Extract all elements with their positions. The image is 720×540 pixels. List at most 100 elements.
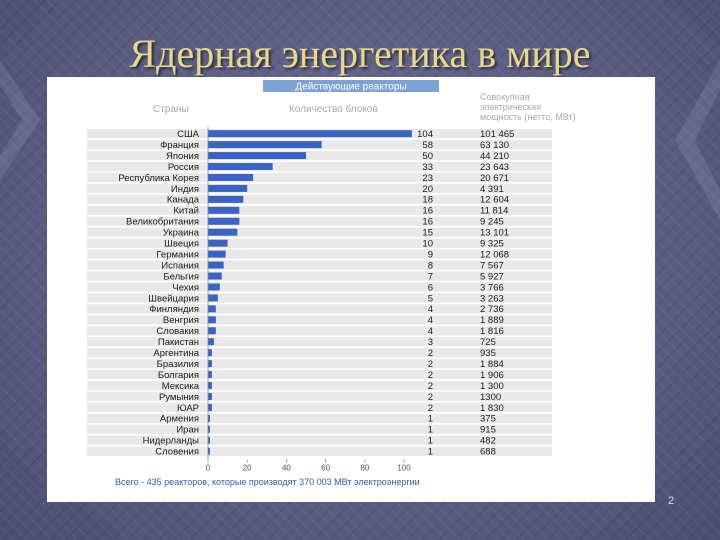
units-value: 4 [428,315,433,326]
table-row [87,380,552,391]
x-tick-label: 60 [321,464,330,473]
bar [208,130,412,138]
units-value: 16 [422,217,433,228]
table-row [87,337,552,347]
bar [208,195,244,203]
table-row [87,293,552,303]
table-row [87,183,552,194]
country-label: Пакистан [158,337,199,348]
units-value: 3 [428,337,433,348]
capacity-value: 915 [480,425,496,436]
bar [208,283,220,291]
country-label: Нидерланды [143,436,200,447]
capacity-value: 3 766 [480,282,504,293]
page-title: Ядерная энергетика в мире [129,31,591,76]
units-value: 2 [428,359,433,370]
bar [208,436,210,444]
units-value: 104 [417,129,433,140]
country-label: США [177,129,200,140]
bar [208,327,216,335]
bar [208,173,254,181]
capacity-value: 3 263 [480,293,504,304]
right-arrow-decoration [675,60,720,220]
country-label: Республика Корея [118,173,199,184]
country-label: ЮАР [177,403,199,414]
units-value: 4 [428,304,433,315]
capacity-value: 4 391 [480,184,504,195]
x-tick-label: 0 [206,464,211,473]
units-value: 8 [428,260,433,271]
capacity-value: 11 814 [480,206,508,217]
units-value: 50 [422,151,433,162]
country-label: Украина [163,228,200,239]
banner-text: Действующие реакторы [295,82,406,93]
bar [208,228,238,236]
country-label: Швейцария [148,293,199,304]
table-row [87,172,552,183]
capacity-value: 1 300 [480,381,504,392]
bar [208,316,216,324]
x-tick-label: 80 [360,464,369,473]
country-label: Россия [168,162,199,173]
header-capacity: Совокупная электрическая мощность (нетто… [480,92,576,122]
capacity-value: 1300 [480,392,501,403]
left-arrow-decoration [0,60,40,180]
units-value: 16 [422,206,433,217]
units-value: 5 [428,293,433,304]
country-label: Индия [171,184,199,195]
country-label: Словакия [156,326,199,337]
table-row [87,238,552,248]
bar [208,206,240,214]
bar [208,403,212,411]
table-row [87,216,552,226]
table-row [87,194,552,205]
capacity-value: 12 604 [480,195,509,206]
bar [208,152,306,160]
country-label: Болгария [158,370,199,381]
country-label: Бразилия [157,359,199,370]
header-capacity-line-3: мощность (нетто, МВт) [480,112,576,122]
country-label: Швеция [164,239,199,250]
units-value: 2 [428,348,433,359]
capacity-value: 688 [480,447,496,458]
table-row [87,402,552,413]
capacity-value: 9 325 [480,239,504,250]
capacity-value: 375 [480,414,496,425]
units-value: 58 [422,140,433,151]
units-value: 4 [428,326,433,337]
country-label: Мексика [162,381,200,392]
capacity-value: 13 101 [480,228,509,239]
country-label: Финляндия [149,304,199,315]
units-value: 9 [428,249,433,260]
units-value: 6 [428,282,433,293]
bar [208,360,212,368]
footer-summary: Всего - 435 реакторов, которые производя… [115,477,420,487]
table-row [87,348,552,358]
header-countries: Страны [153,104,189,115]
table-slide: Действующие реакторы Страны Количество б… [47,77,655,502]
table-row [87,150,552,161]
banner-background [263,80,439,92]
page-number: 2 [668,495,675,507]
capacity-value: 1 889 [480,315,504,326]
capacity-value: 12 068 [480,249,509,260]
country-label: Чехия [172,282,199,293]
country-label: Бельгия [163,271,199,282]
header-units: Количество блоков [289,103,378,115]
country-label: Япония [166,151,199,162]
units-value: 18 [422,195,433,206]
table-row [87,424,552,434]
country-label: Испания [161,260,199,271]
country-label: Германия [156,249,199,260]
units-value: 1 [428,447,433,458]
bar [208,349,212,357]
units-value: 1 [428,414,433,425]
capacity-value: 1 884 [480,359,504,370]
units-value: 2 [428,392,433,403]
bar [208,272,222,280]
capacity-value: 23 643 [480,162,509,173]
units-value: 15 [422,228,433,239]
table-row [87,271,552,281]
capacity-value: 935 [480,348,496,359]
units-value: 2 [428,370,433,381]
